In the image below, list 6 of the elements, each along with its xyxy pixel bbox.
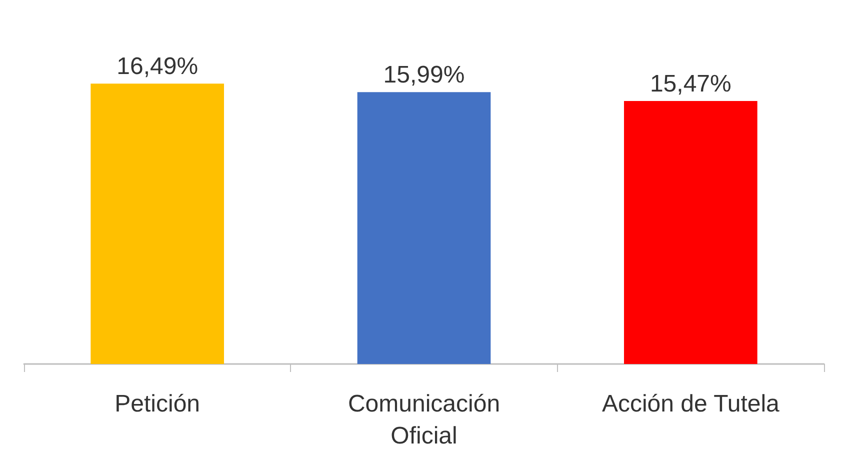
data-label: 15,47%: [650, 70, 732, 98]
x-tick-label: Petición: [114, 390, 200, 418]
x-tick-label: Comunicación Oficial: [348, 390, 500, 450]
data-label: 16,49%: [116, 53, 198, 80]
data-label: 15,99%: [383, 62, 465, 89]
x-tick-label: Acción de Tutela: [602, 390, 780, 418]
